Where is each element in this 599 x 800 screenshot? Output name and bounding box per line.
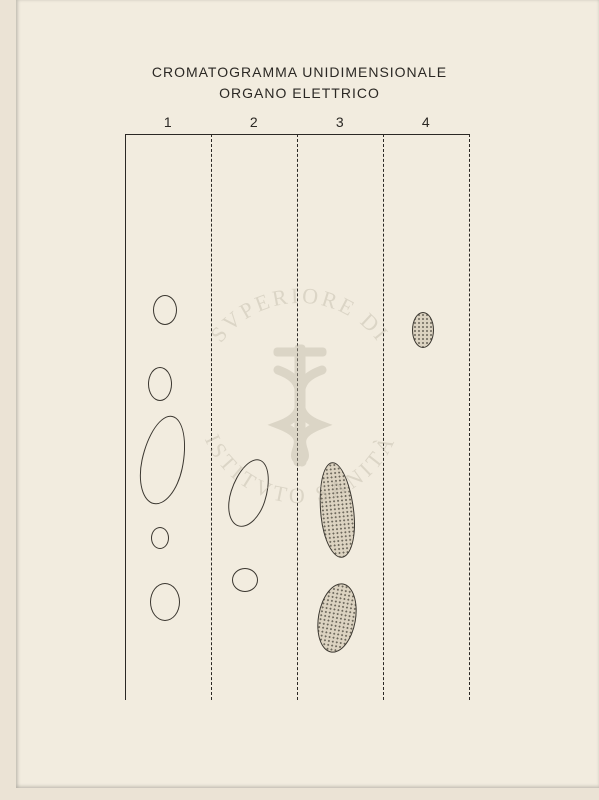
chromatogram-spot — [153, 295, 177, 325]
lane-label: 3 — [336, 114, 344, 130]
lane-divider — [211, 134, 212, 700]
lane-label: 1 — [164, 114, 172, 130]
chromatogram-spot — [315, 460, 359, 559]
chromatogram-spot — [148, 367, 172, 401]
lane-label: 4 — [422, 114, 430, 130]
chromatogram-chart: 1234 — [115, 120, 485, 700]
lane-label: 2 — [250, 114, 258, 130]
lane-divider — [383, 134, 384, 700]
origin-axis — [125, 134, 126, 700]
chromatogram-spot — [133, 412, 193, 509]
lane-divider — [297, 134, 298, 700]
chromatogram-spot — [221, 454, 277, 532]
chromatogram-spot — [312, 580, 362, 656]
chromatogram-spot — [151, 527, 169, 549]
lane-divider — [469, 134, 470, 700]
chart-title: CROMATOGRAMMA UNIDIMENSIONALE ORGANO ELE… — [0, 62, 599, 104]
title-line-1: CROMATOGRAMMA UNIDIMENSIONALE — [0, 62, 599, 83]
chromatogram-spot — [412, 312, 434, 348]
title-line-2: ORGANO ELETTRICO — [0, 83, 599, 104]
chromatogram-spot — [150, 583, 180, 621]
chromatogram-spot — [232, 568, 258, 592]
